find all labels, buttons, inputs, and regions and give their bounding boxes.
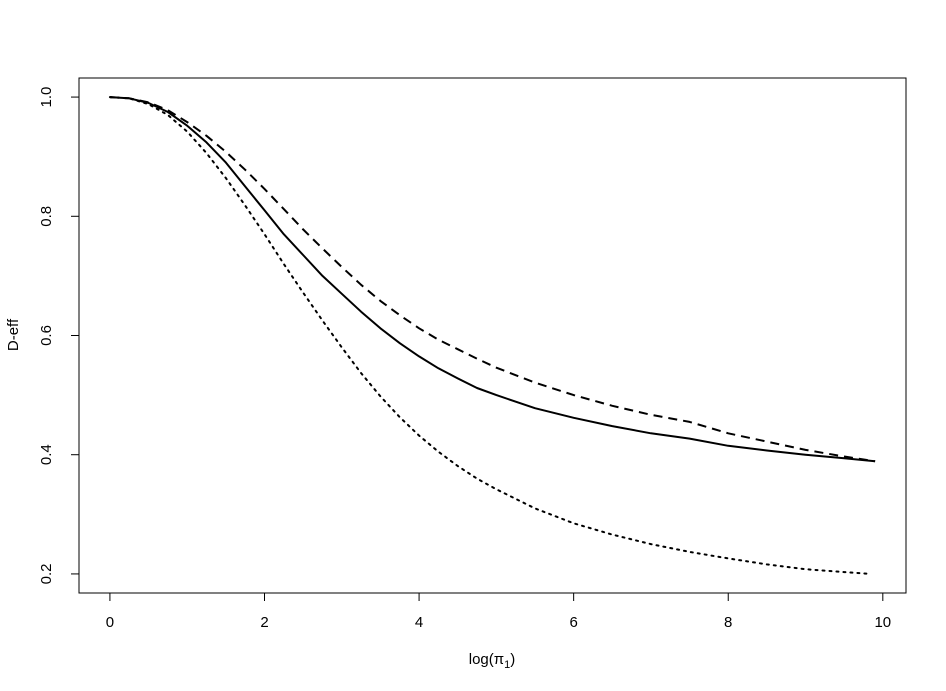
y-axis-title: D-eff <box>5 318 22 351</box>
x-axis-title-main: log(π <box>469 651 504 668</box>
x-axis-title-close: ) <box>510 651 515 668</box>
y-tick-label: 0.6 <box>38 325 55 346</box>
x-axis-title: log(π1) <box>469 651 516 671</box>
y-tick-label: 0.2 <box>38 563 55 584</box>
x-tick-label: 2 <box>260 614 268 631</box>
y-tick-label: 0.8 <box>38 206 55 227</box>
x-tick-label: 4 <box>415 614 423 631</box>
y-tick-label: 1.0 <box>38 87 55 108</box>
x-tick-label: 0 <box>106 614 114 631</box>
x-axis: 0 2 4 6 8 10 <box>106 592 891 631</box>
series-layer <box>108 96 876 575</box>
series-line-dashed <box>109 96 876 463</box>
x-tick-label: 10 <box>874 614 891 631</box>
y-axis: 0.2 0.4 0.6 0.8 1.0 <box>38 87 80 584</box>
x-axis-title-subscript: 1 <box>504 659 510 671</box>
x-tick-label: 8 <box>724 614 732 631</box>
plot-frame <box>78 77 907 594</box>
series-line-dotted <box>108 96 873 575</box>
y-tick-label: 0.4 <box>38 444 55 465</box>
series-line-solid <box>109 96 876 463</box>
x-tick-label: 6 <box>569 614 577 631</box>
